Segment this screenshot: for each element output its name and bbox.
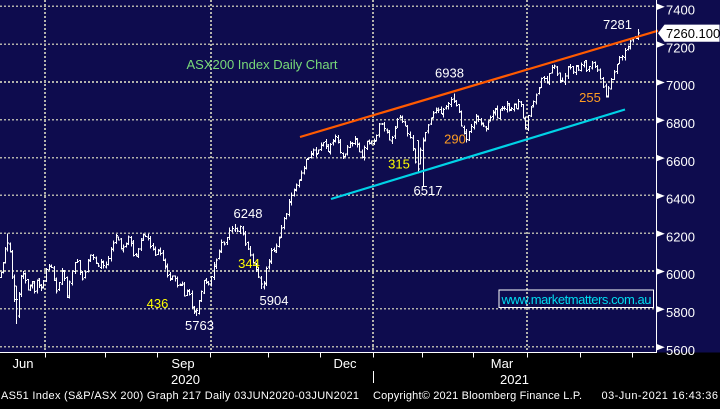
svg-text:6000: 6000	[666, 267, 695, 282]
svg-text:Jun: Jun	[13, 356, 34, 371]
svg-text:6938: 6938	[435, 66, 464, 81]
svg-text:7000: 7000	[666, 78, 695, 93]
svg-text:Mar: Mar	[491, 356, 514, 371]
svg-text:6200: 6200	[666, 229, 695, 244]
svg-text:2020: 2020	[171, 372, 200, 387]
svg-text:www.marketmatters.com.au: www.marketmatters.com.au	[501, 292, 652, 307]
svg-text:6600: 6600	[666, 154, 695, 169]
svg-text:5763: 5763	[185, 318, 214, 333]
svg-text:344: 344	[238, 256, 260, 271]
svg-text:Dec: Dec	[333, 356, 357, 371]
svg-text:7281: 7281	[603, 17, 632, 32]
svg-text:436: 436	[147, 296, 169, 311]
svg-text:Copyright© 2021 Bloomberg Fina: Copyright© 2021 Bloomberg Finance L.P.	[373, 390, 582, 402]
svg-text:255: 255	[579, 90, 601, 105]
svg-text:7400: 7400	[666, 3, 695, 18]
svg-text:6248: 6248	[234, 206, 263, 221]
svg-text:7260.100: 7260.100	[666, 26, 720, 41]
svg-text:ASX200 Index Daily Chart: ASX200 Index Daily Chart	[186, 57, 337, 72]
svg-text:2021: 2021	[500, 372, 529, 387]
svg-text:5904: 5904	[260, 293, 289, 308]
svg-text:290: 290	[444, 132, 466, 147]
svg-text:03-Jun-2021 16:43:36: 03-Jun-2021 16:43:36	[602, 390, 719, 402]
svg-text:5600: 5600	[666, 343, 695, 358]
svg-text:6800: 6800	[666, 116, 695, 131]
svg-text:Sep: Sep	[171, 356, 194, 371]
svg-text:7200: 7200	[666, 40, 695, 55]
svg-text:6400: 6400	[666, 192, 695, 207]
svg-text:AS51 Index (S&P/ASX 200) Graph: AS51 Index (S&P/ASX 200) Graph 217 Daily…	[1, 390, 359, 402]
svg-text:315: 315	[388, 156, 410, 171]
svg-text:6517: 6517	[414, 183, 443, 198]
svg-text:5800: 5800	[666, 305, 695, 320]
